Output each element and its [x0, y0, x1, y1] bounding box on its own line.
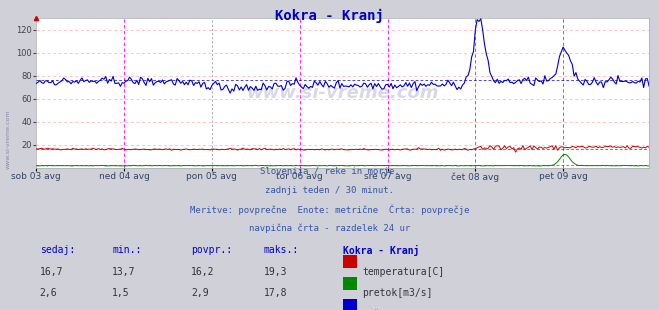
- Text: www.si-vreme.com: www.si-vreme.com: [5, 110, 11, 169]
- Text: Meritve: povprečne  Enote: metrične  Črta: povprečje: Meritve: povprečne Enote: metrične Črta:…: [190, 205, 469, 215]
- Text: 1,5: 1,5: [112, 288, 130, 298]
- Text: 19,3: 19,3: [264, 267, 287, 277]
- Text: navpična črta - razdelek 24 ur: navpična črta - razdelek 24 ur: [249, 223, 410, 233]
- Text: Kokra - Kranj: Kokra - Kranj: [275, 9, 384, 24]
- Text: pretok[m3/s]: pretok[m3/s]: [362, 288, 433, 298]
- Text: 13,7: 13,7: [112, 267, 136, 277]
- Text: Kokra - Kranj: Kokra - Kranj: [343, 245, 419, 256]
- Text: 16,7: 16,7: [40, 267, 63, 277]
- Text: povpr.:: povpr.:: [191, 245, 232, 255]
- Text: zadnji teden / 30 minut.: zadnji teden / 30 minut.: [265, 186, 394, 195]
- Text: 2,9: 2,9: [191, 288, 209, 298]
- Text: maks.:: maks.:: [264, 245, 299, 255]
- Text: Slovenija / reke in morje.: Slovenija / reke in morje.: [260, 167, 399, 176]
- Text: www.si-vreme.com: www.si-vreme.com: [246, 84, 439, 102]
- Text: sedaj:: sedaj:: [40, 245, 74, 255]
- Text: 16,2: 16,2: [191, 267, 215, 277]
- Text: temperatura[C]: temperatura[C]: [362, 267, 445, 277]
- Text: 2,6: 2,6: [40, 288, 57, 298]
- Text: 17,8: 17,8: [264, 288, 287, 298]
- Text: min.:: min.:: [112, 245, 142, 255]
